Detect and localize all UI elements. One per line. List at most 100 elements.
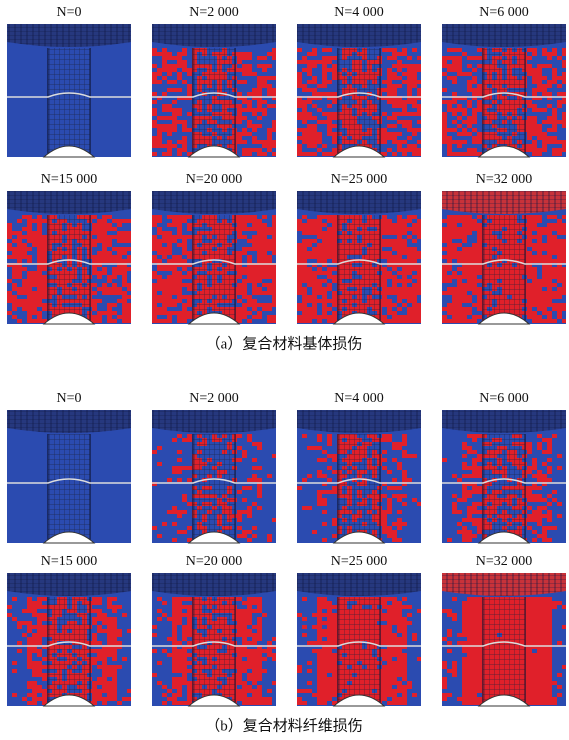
damage bbox=[297, 48, 302, 52]
damage bbox=[397, 219, 412, 223]
cylinder-grid bbox=[483, 597, 525, 706]
damage bbox=[407, 68, 421, 72]
damage bbox=[462, 538, 472, 542]
damage bbox=[537, 478, 552, 482]
damage bbox=[122, 283, 131, 287]
damage bbox=[187, 478, 192, 482]
damage bbox=[532, 462, 537, 466]
damage bbox=[462, 239, 467, 243]
damage bbox=[247, 239, 276, 243]
damage bbox=[402, 450, 407, 454]
damage bbox=[22, 227, 32, 231]
damage bbox=[447, 223, 457, 227]
damage bbox=[37, 215, 42, 219]
damage bbox=[242, 72, 257, 76]
top-grid bbox=[7, 410, 131, 433]
damage bbox=[242, 100, 252, 104]
damage bbox=[557, 466, 562, 470]
damage bbox=[107, 605, 122, 609]
damage bbox=[267, 538, 272, 542]
damage bbox=[12, 669, 17, 673]
top-grid bbox=[152, 410, 276, 433]
damage bbox=[107, 275, 117, 279]
damage bbox=[472, 112, 477, 116]
damage bbox=[152, 243, 162, 247]
damage bbox=[327, 442, 332, 446]
damage bbox=[472, 462, 477, 466]
damage bbox=[297, 315, 337, 319]
damage bbox=[442, 56, 462, 60]
damage bbox=[462, 128, 467, 132]
damage bbox=[247, 677, 262, 681]
damage bbox=[187, 92, 192, 96]
damage bbox=[322, 64, 327, 68]
damage bbox=[327, 466, 332, 470]
damage bbox=[152, 450, 157, 454]
damage bbox=[397, 629, 407, 633]
damage bbox=[162, 693, 167, 697]
damage bbox=[532, 152, 542, 156]
damage bbox=[187, 526, 192, 530]
damage bbox=[562, 124, 566, 128]
damage bbox=[267, 92, 276, 96]
damage bbox=[537, 239, 542, 243]
damage bbox=[532, 80, 542, 84]
damage bbox=[387, 72, 397, 76]
image-label: N=2 000 bbox=[189, 5, 239, 20]
damage bbox=[157, 267, 177, 271]
damage bbox=[267, 641, 272, 645]
damage bbox=[302, 506, 312, 510]
damage bbox=[122, 307, 131, 311]
damage bbox=[472, 470, 482, 474]
damage bbox=[307, 64, 317, 68]
damage bbox=[467, 514, 472, 518]
damage bbox=[237, 526, 242, 530]
damage bbox=[417, 140, 421, 144]
damage bbox=[272, 124, 276, 128]
damage bbox=[392, 279, 412, 283]
damage bbox=[27, 231, 42, 235]
damage bbox=[247, 506, 252, 510]
damage bbox=[252, 315, 262, 319]
damage bbox=[152, 235, 157, 239]
damage bbox=[267, 52, 276, 56]
damage bbox=[562, 48, 566, 52]
damage bbox=[107, 601, 112, 605]
damage bbox=[172, 621, 182, 625]
damage bbox=[457, 530, 472, 534]
damage bbox=[387, 486, 402, 490]
damage bbox=[547, 251, 566, 255]
damage bbox=[257, 80, 267, 84]
damage bbox=[272, 251, 276, 255]
damage bbox=[177, 458, 182, 462]
image-label: N=2 000 bbox=[189, 391, 239, 406]
damage bbox=[7, 291, 12, 295]
damage bbox=[37, 223, 42, 227]
damage bbox=[162, 48, 167, 52]
damage bbox=[257, 605, 262, 609]
damage bbox=[37, 597, 47, 601]
damage bbox=[107, 307, 112, 311]
damage bbox=[257, 251, 267, 255]
damage bbox=[177, 530, 187, 534]
damage bbox=[102, 215, 112, 219]
damage bbox=[182, 637, 187, 641]
damage bbox=[172, 506, 177, 510]
damage bbox=[557, 693, 562, 697]
damage bbox=[402, 152, 407, 156]
damage bbox=[332, 518, 337, 522]
damage bbox=[542, 538, 552, 542]
damage bbox=[527, 219, 542, 223]
damage bbox=[332, 100, 337, 104]
damage bbox=[407, 88, 412, 92]
damage bbox=[172, 470, 182, 474]
damage bbox=[327, 104, 332, 108]
damage bbox=[552, 108, 557, 112]
damage bbox=[462, 494, 472, 498]
damage bbox=[152, 92, 157, 96]
damage bbox=[447, 76, 457, 80]
damage bbox=[407, 299, 417, 303]
damage bbox=[527, 498, 547, 502]
damage bbox=[537, 84, 552, 88]
cylinder-grid bbox=[193, 597, 235, 706]
